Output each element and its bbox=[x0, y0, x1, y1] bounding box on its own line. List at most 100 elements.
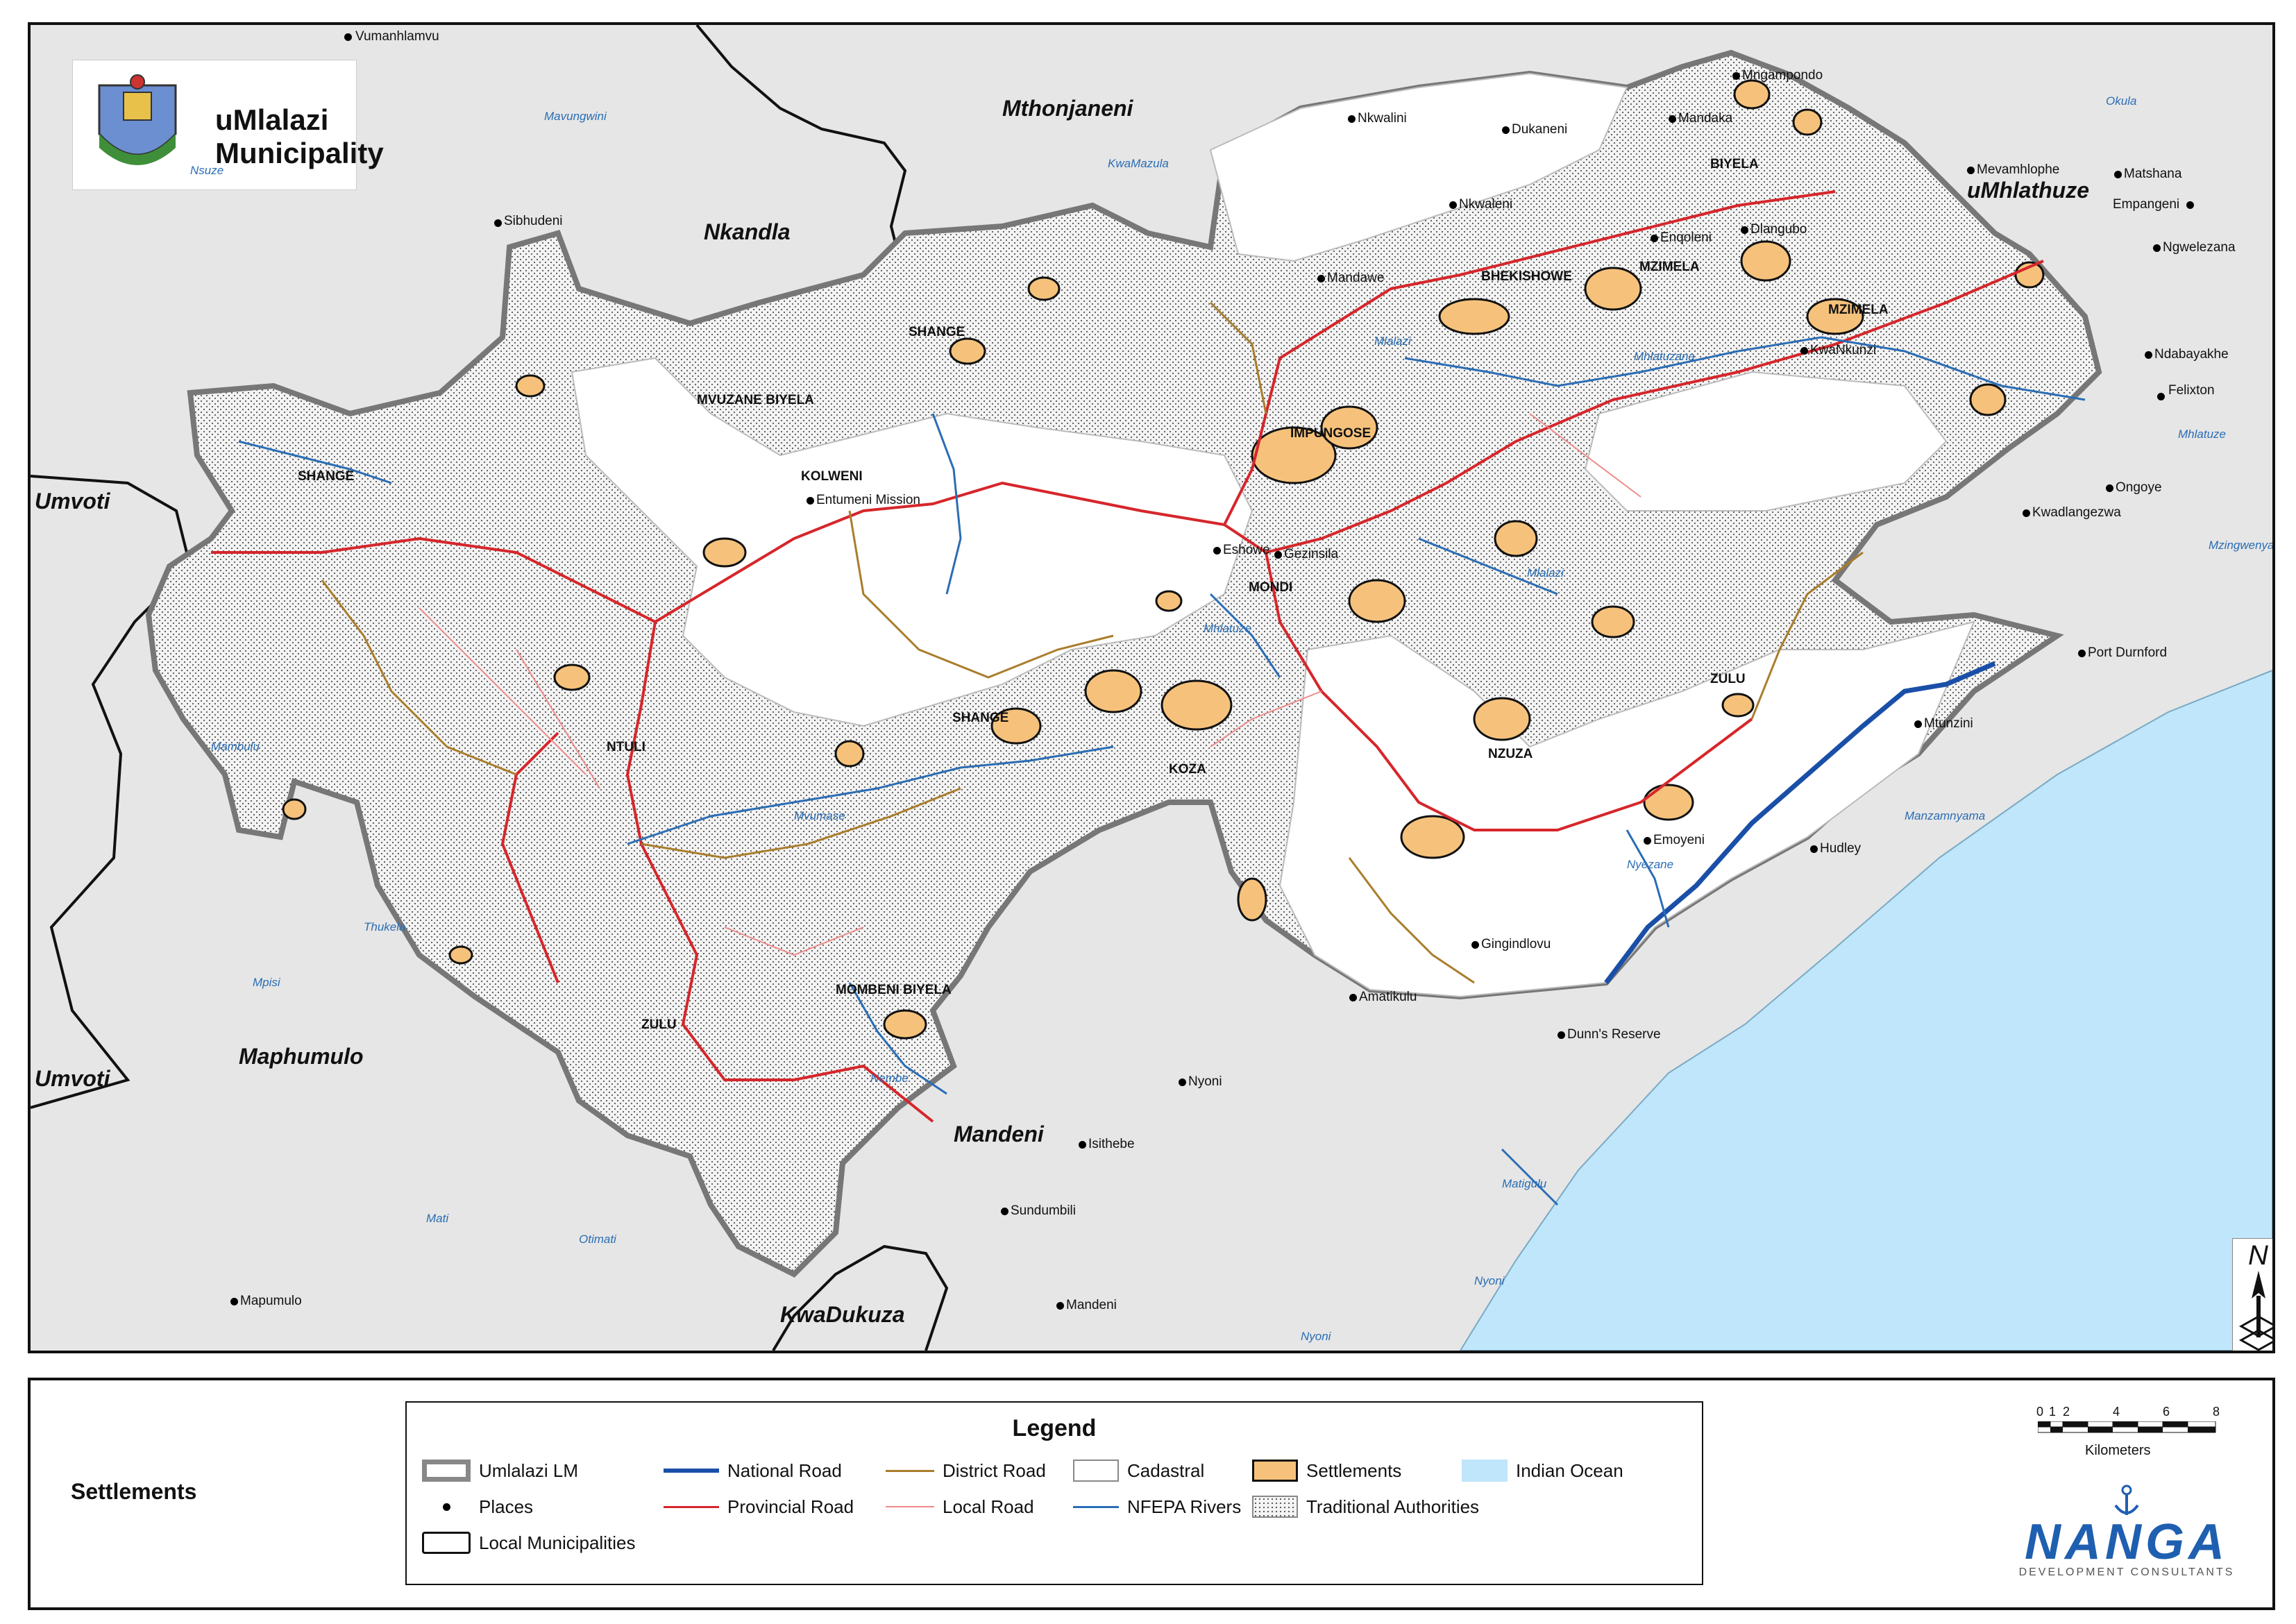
place-marker[interactable] bbox=[1213, 547, 1221, 555]
local-road-swatch bbox=[886, 1506, 934, 1507]
place-marker[interactable] bbox=[2145, 351, 2152, 359]
municipality-label: Umvoti bbox=[35, 1066, 110, 1091]
place-marker[interactable] bbox=[1179, 1079, 1186, 1086]
legend-panel: Settlements Legend Umlalazi LM National … bbox=[28, 1378, 2275, 1610]
company-subtitle: DEVELOPMENT CONSULTANTS bbox=[2018, 1566, 2235, 1578]
place-label: Eshowe bbox=[1223, 543, 1270, 557]
place-label: Nyoni bbox=[1188, 1074, 1222, 1089]
legend-box: Legend Umlalazi LM National Road Distric… bbox=[405, 1401, 1703, 1585]
place-label: Felixton bbox=[2168, 383, 2215, 398]
place-label: Ngwelezana bbox=[2163, 240, 2236, 255]
river-label: Nyezane bbox=[1627, 858, 1674, 871]
place-marker[interactable] bbox=[1810, 845, 1818, 853]
place-marker[interactable] bbox=[1001, 1208, 1008, 1215]
place-label: Nkwalini bbox=[1358, 111, 1407, 126]
place-marker[interactable] bbox=[1471, 941, 1479, 949]
municipality-label: Maphumulo bbox=[239, 1044, 364, 1069]
place-label: Isithebe bbox=[1088, 1137, 1135, 1151]
indian-ocean bbox=[1459, 669, 2272, 1351]
district-road-swatch bbox=[886, 1469, 934, 1472]
scale-bar-graphic bbox=[2038, 1421, 2216, 1433]
cadastral-swatch bbox=[1073, 1460, 1119, 1482]
place-marker[interactable] bbox=[1558, 1031, 1565, 1039]
legend-item-provincial-road: Provincial Road bbox=[664, 1493, 854, 1521]
river-label: Nyoni bbox=[1474, 1274, 1505, 1287]
settlements-swatch bbox=[1252, 1460, 1298, 1482]
place-marker[interactable] bbox=[230, 1298, 238, 1305]
place-marker[interactable] bbox=[2157, 393, 2165, 400]
place-marker[interactable] bbox=[1651, 235, 1658, 242]
place-marker[interactable] bbox=[494, 219, 502, 227]
ta-label: IMPUNGOSE bbox=[1290, 426, 1371, 441]
river-label: Thukela bbox=[364, 920, 406, 933]
place-marker[interactable] bbox=[2186, 201, 2194, 209]
municipality-label: Mandeni bbox=[954, 1122, 1044, 1147]
ta-label: NZUZA bbox=[1488, 747, 1533, 761]
place-label: Mtunzini bbox=[1924, 716, 1973, 731]
map-title: uMlalazi Municipality bbox=[215, 103, 384, 169]
cadastral-area bbox=[571, 357, 1253, 727]
rivers-swatch bbox=[1073, 1505, 1119, 1508]
place-label: Mevamhlophe bbox=[1977, 162, 2060, 177]
place-label: Enqoleni bbox=[1660, 230, 1712, 245]
place-label: Hudley bbox=[1820, 841, 1862, 856]
legend-item-cadastral: Cadastral bbox=[1073, 1457, 1204, 1485]
municipality-logo-box: uMlalazi Municipality bbox=[72, 60, 384, 190]
ocean-swatch bbox=[1462, 1460, 1508, 1482]
river-label: Mpisi bbox=[253, 976, 280, 989]
place-marker[interactable] bbox=[1349, 994, 1357, 1001]
river-label: Mambulu bbox=[211, 740, 260, 753]
river-label: Mzingwenya bbox=[2209, 539, 2274, 552]
cadastral-area bbox=[1584, 371, 1948, 511]
place-marker[interactable] bbox=[1644, 837, 1651, 845]
map-frame[interactable]: uMlalazi Municipality Mthonjaneni Nkandla… bbox=[28, 22, 2275, 1353]
river-label: Nembe bbox=[870, 1072, 909, 1085]
place-marker[interactable] bbox=[1741, 226, 1748, 234]
map-canvas[interactable] bbox=[31, 25, 2272, 1351]
place-marker[interactable] bbox=[2078, 650, 2086, 657]
scale-tick: 4 bbox=[2113, 1405, 2120, 1419]
place-marker[interactable] bbox=[2114, 171, 2122, 178]
place-marker[interactable] bbox=[2106, 484, 2113, 492]
place-marker[interactable] bbox=[1317, 275, 1325, 282]
place-marker[interactable] bbox=[807, 497, 814, 505]
ta-label: SHANGE bbox=[298, 469, 355, 484]
place-label: Vumanhlamvu bbox=[355, 29, 439, 44]
scale-bar: 0 1 2 4 6 8 bbox=[2036, 1405, 2245, 1467]
cadastral-area bbox=[1278, 620, 1975, 998]
place-marker[interactable] bbox=[1669, 115, 1676, 123]
place-label: Amatikulu bbox=[1359, 990, 1417, 1004]
north-label: N bbox=[2248, 1240, 2268, 1271]
place-label: Mandawe bbox=[1327, 271, 1385, 285]
scale-units: Kilometers bbox=[2085, 1443, 2151, 1458]
place-marker[interactable] bbox=[1449, 201, 1457, 209]
place-marker[interactable] bbox=[1732, 72, 1740, 80]
place-marker[interactable] bbox=[344, 33, 352, 41]
district-roads bbox=[321, 301, 1864, 984]
nfepa-rivers bbox=[238, 336, 2086, 1206]
place-marker[interactable] bbox=[2153, 244, 2161, 252]
place-label: Ndabayakhe bbox=[2154, 347, 2229, 362]
place-label: Mandaka bbox=[1678, 111, 1733, 126]
place-marker[interactable] bbox=[1800, 347, 1808, 355]
place-marker[interactable] bbox=[1967, 167, 1975, 174]
legend-item-district-road: District Road bbox=[886, 1457, 1046, 1485]
place-marker[interactable] bbox=[1348, 115, 1356, 123]
ta-label: MVUZANE BIYELA bbox=[697, 393, 814, 407]
place-marker[interactable] bbox=[1914, 720, 1922, 728]
place-marker[interactable] bbox=[1274, 551, 1282, 559]
river-label: Nsuze bbox=[190, 164, 224, 177]
place-marker[interactable] bbox=[1502, 126, 1510, 134]
river-label: Mlalazi bbox=[1374, 335, 1411, 348]
place-marker[interactable] bbox=[1079, 1141, 1086, 1149]
legend-item-local-municipalities: Local Municipalities bbox=[422, 1529, 635, 1557]
umlalazi-swatch bbox=[422, 1460, 471, 1482]
place-label: Kwadlangezwa bbox=[2032, 505, 2121, 520]
places-swatch bbox=[422, 1496, 471, 1518]
place-marker[interactable] bbox=[2023, 509, 2030, 517]
place-marker[interactable] bbox=[1056, 1302, 1064, 1310]
river-label: Nyoni bbox=[1301, 1330, 1331, 1343]
ta-label: ZULU bbox=[641, 1017, 677, 1032]
local-municipality-boundary bbox=[695, 25, 907, 255]
legend-item-umlalazi: Umlalazi LM bbox=[422, 1457, 578, 1485]
